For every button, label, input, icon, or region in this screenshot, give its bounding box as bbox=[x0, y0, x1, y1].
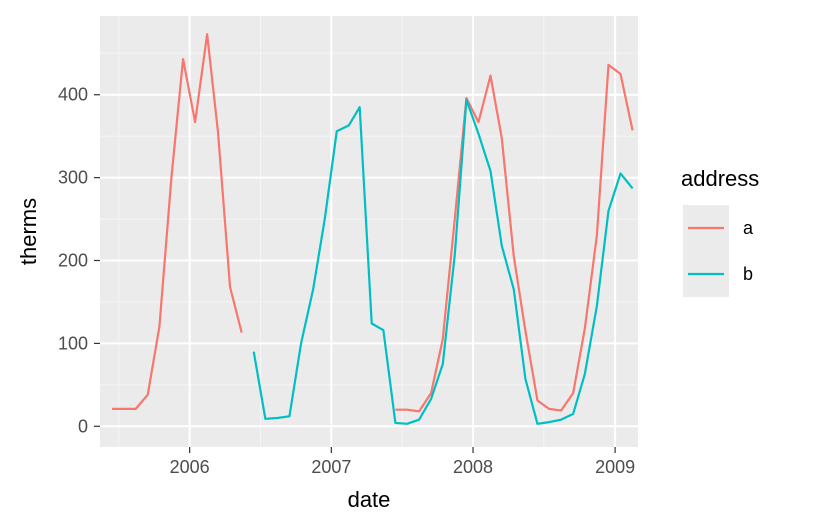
legend-title: address bbox=[681, 166, 759, 191]
series-b bbox=[252, 98, 634, 425]
y-axis: 0 100 200 300 400 bbox=[58, 85, 100, 436]
x-axis: 2006 2007 2008 2009 bbox=[170, 447, 635, 477]
legend-label: b bbox=[743, 264, 753, 284]
series-a-line-segment bbox=[112, 33, 243, 410]
y-tick-label: 100 bbox=[58, 333, 88, 353]
y-axis-title: therms bbox=[16, 198, 41, 265]
x-tick-label: 2008 bbox=[453, 457, 493, 477]
legend-label: a bbox=[743, 218, 754, 238]
series-a bbox=[112, 33, 634, 413]
legend-items: ab bbox=[683, 205, 754, 297]
series-a-line-segment bbox=[395, 63, 634, 413]
legend-item-a: a bbox=[683, 205, 754, 251]
legend: address ab bbox=[681, 166, 759, 297]
x-tick-label: 2006 bbox=[170, 457, 210, 477]
x-axis-title: date bbox=[348, 487, 391, 512]
series-layer bbox=[112, 33, 634, 425]
y-tick-label: 300 bbox=[58, 168, 88, 188]
legend-item-b: b bbox=[683, 251, 753, 297]
series-b-line-segment bbox=[252, 98, 634, 425]
y-tick-label: 0 bbox=[78, 416, 88, 436]
y-tick-label: 400 bbox=[58, 85, 88, 105]
y-tick-label: 200 bbox=[58, 251, 88, 271]
x-tick-label: 2009 bbox=[595, 457, 635, 477]
x-tick-label: 2007 bbox=[311, 457, 351, 477]
